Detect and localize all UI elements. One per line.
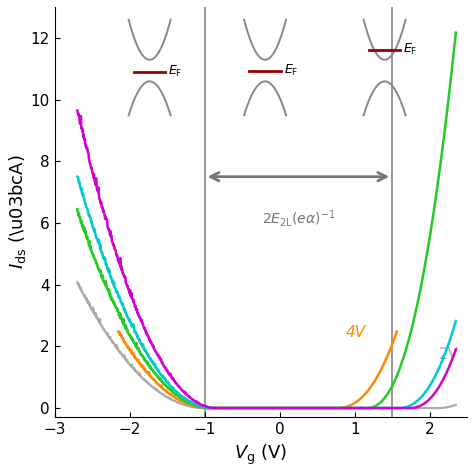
Text: $E_{\rm F}$: $E_{\rm F}$ [284,63,298,78]
Text: 2V: 2V [438,347,458,362]
Text: $2E_{\mathrm{2L}}(e\alpha)^{-1}$: $2E_{\mathrm{2L}}(e\alpha)^{-1}$ [262,208,335,228]
Text: 4V: 4V [346,325,366,340]
Y-axis label: $I_{\mathrm{ds}}$ (\u03bcA): $I_{\mathrm{ds}}$ (\u03bcA) [7,155,28,270]
Text: $E_{\rm F}$: $E_{\rm F}$ [403,42,418,57]
X-axis label: $V_{\mathrm{g}}$ (V): $V_{\mathrm{g}}$ (V) [234,443,288,467]
Text: $E_{\rm F}$: $E_{\rm F}$ [168,64,183,79]
